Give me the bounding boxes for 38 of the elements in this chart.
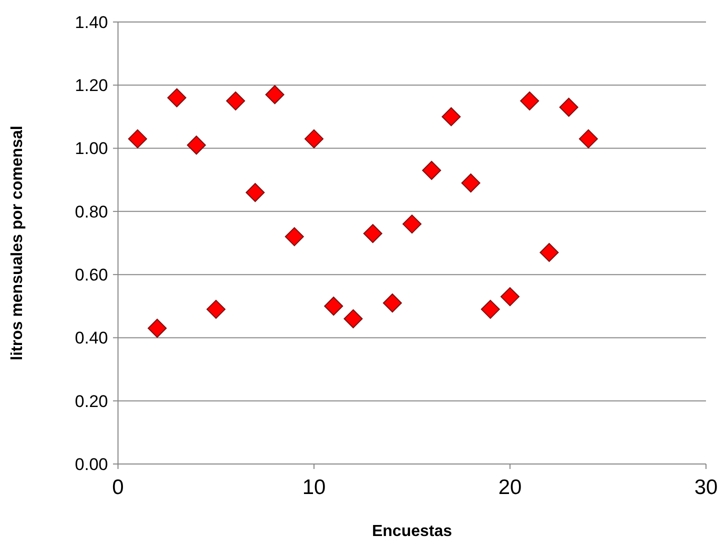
point: [540, 242, 559, 262]
y-tick-label: 1.20: [74, 76, 108, 96]
x-tick-label: 10: [302, 476, 326, 499]
point: [520, 91, 540, 110]
point: [246, 182, 265, 202]
x-tick-label: 20: [498, 476, 522, 499]
point: [363, 224, 382, 244]
point: [559, 98, 578, 117]
point: [304, 129, 324, 148]
point: [422, 160, 442, 180]
point: [500, 287, 520, 306]
y-tick-label: 0.80: [74, 202, 108, 222]
point: [461, 174, 480, 193]
point: [265, 85, 284, 104]
point: [442, 107, 461, 126]
point: [578, 129, 598, 148]
point: [206, 300, 226, 319]
x-axis-title: Encuestas: [372, 523, 452, 540]
point: [167, 88, 186, 108]
point: [148, 318, 167, 338]
y-tick-label: 0.40: [74, 328, 108, 348]
point: [284, 227, 304, 246]
point: [382, 293, 402, 312]
point: [324, 296, 344, 316]
point: [186, 136, 206, 155]
x-tick-label: 30: [694, 476, 718, 499]
y-tick-label: 0.20: [74, 392, 108, 411]
y-tick-label: 1.00: [74, 139, 108, 158]
y-tick-label: 0.60: [74, 266, 108, 285]
y-axis-title: litros mensuales por comensal: [9, 126, 26, 360]
y-tick-label: 1.40: [74, 12, 108, 32]
point: [480, 300, 500, 319]
point: [344, 309, 363, 328]
point: [226, 91, 246, 110]
x-tick-label: 0: [112, 476, 124, 499]
y-tick-label: 0.00: [74, 454, 108, 474]
point: [402, 214, 422, 234]
point: [128, 129, 148, 148]
